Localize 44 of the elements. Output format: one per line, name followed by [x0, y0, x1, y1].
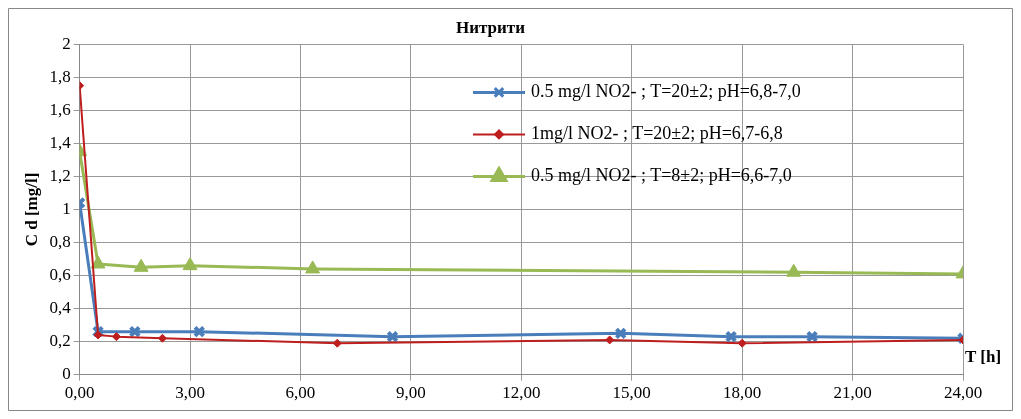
legend-label: 0.5 mg/l NO2- ; T=8±2; pH=6,6-7,0 [531, 165, 792, 186]
x-tick-label: 12,00 [502, 383, 541, 403]
point [128, 325, 142, 338]
y-tick-label: 1,2 [49, 165, 71, 185]
y-tick-label: 1 [62, 198, 71, 218]
point [614, 327, 627, 340]
point [93, 330, 103, 340]
y-tick-label: 1,6 [49, 99, 71, 119]
y-tick-label: 1,8 [49, 66, 71, 86]
x-tick-label: 3,00 [175, 383, 205, 403]
point [91, 325, 105, 338]
x-tick-label: 15,00 [612, 383, 651, 403]
chart-title: Нитрити [456, 17, 526, 37]
y-tick-label: 0,4 [49, 298, 72, 318]
point [332, 338, 342, 348]
y-tick-label: 2 [62, 33, 71, 53]
point [90, 255, 106, 269]
x-axis-title: T [h] [965, 347, 1002, 367]
point [605, 335, 615, 345]
point [133, 258, 149, 272]
point [724, 330, 738, 343]
point [182, 257, 198, 271]
y-tick-label: 0 [62, 364, 71, 384]
x-tick-label: 9,00 [396, 383, 426, 403]
x-tick-label: 6,00 [285, 383, 316, 403]
point [805, 330, 819, 343]
point [386, 330, 399, 343]
point [305, 260, 321, 274]
y-tick-label: 1,4 [49, 132, 72, 152]
x-tick-label: 21,00 [833, 383, 872, 403]
x-tick-label: 0,00 [64, 383, 95, 403]
point [157, 333, 167, 343]
legend-label: 0.5 mg/l NO2- ; T=20±2; pH=6,8-7,0 [531, 81, 801, 102]
point [193, 325, 206, 338]
y-axis-title: C d [mg/l] [21, 172, 41, 247]
y-tick-label: 0,8 [49, 231, 71, 251]
y-tick-label: 0,2 [49, 331, 71, 351]
point [786, 263, 802, 277]
point [111, 332, 121, 342]
legend-label: 1mg/l NO2- ; T=20±2; pH=6,7-6,8 [531, 123, 783, 144]
x-tick-label: 24,00 [943, 383, 983, 403]
y-tick-label: 0,6 [49, 265, 71, 285]
x-tick-label: 18,00 [723, 383, 762, 403]
point [737, 338, 747, 348]
